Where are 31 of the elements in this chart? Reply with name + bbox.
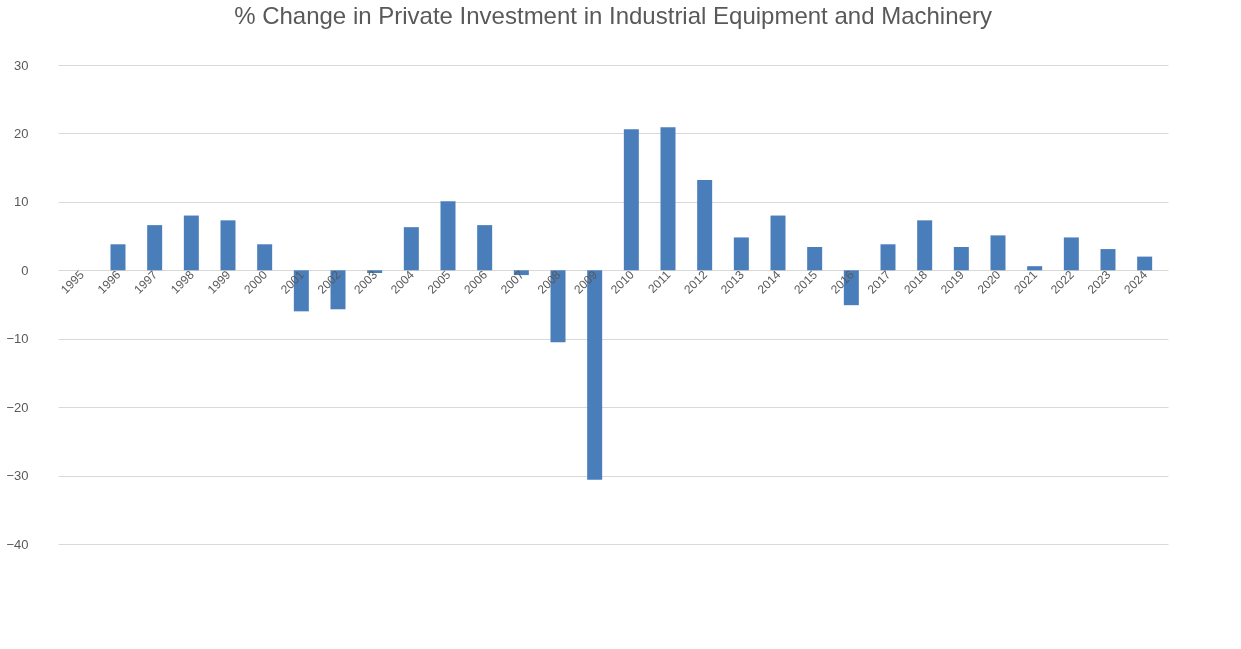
- bar: [440, 201, 456, 271]
- bar: [660, 127, 676, 271]
- bar: [1063, 237, 1079, 271]
- bar: [1027, 266, 1043, 271]
- chart-title: % Change in Private Investment in Industrial Equipment and Machinery: [234, 2, 992, 29]
- y-tick-label: −20: [6, 399, 29, 415]
- bar: [733, 237, 749, 271]
- y-tick-label: 20: [14, 125, 29, 141]
- bar: [1100, 249, 1116, 271]
- bar: [110, 244, 126, 271]
- bar: [147, 225, 163, 271]
- bar: [220, 220, 236, 271]
- y-tick-label: −10: [6, 331, 29, 347]
- y-tick-label: −30: [6, 468, 29, 484]
- bar: [183, 215, 199, 271]
- bar: [403, 227, 419, 271]
- bar: [1137, 256, 1153, 271]
- bar: [807, 247, 823, 271]
- y-tick-label: −40: [6, 536, 29, 552]
- y-tick-label: 10: [14, 194, 29, 210]
- bar: [623, 129, 639, 271]
- bar: [917, 220, 933, 271]
- y-tick-label: 0: [21, 262, 29, 278]
- bar: [477, 225, 493, 271]
- y-tick-label: 30: [14, 57, 29, 73]
- bar: [770, 215, 786, 271]
- bar: [697, 179, 713, 271]
- bar: [990, 235, 1006, 271]
- bar: [880, 244, 896, 271]
- bar: [953, 247, 969, 271]
- bar: [257, 244, 273, 271]
